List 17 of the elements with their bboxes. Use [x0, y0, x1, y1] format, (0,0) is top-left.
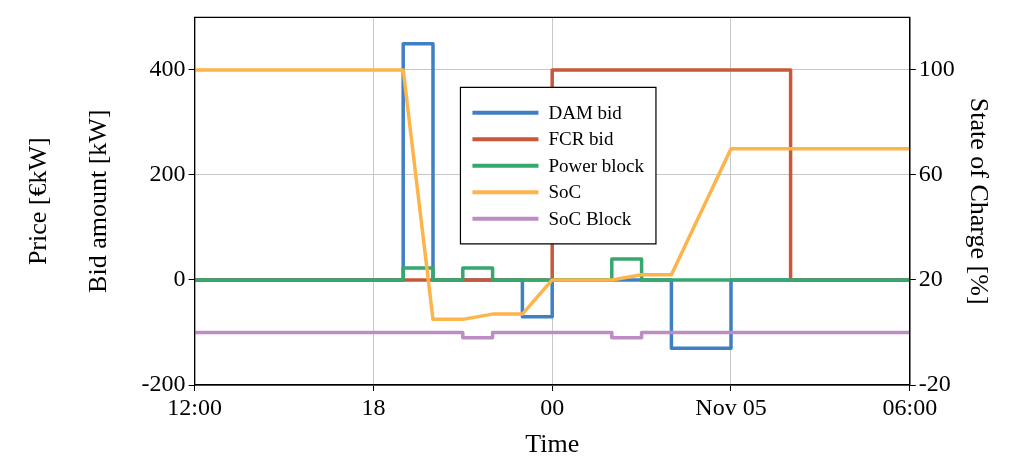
legend-label: DAM bid [548, 101, 623, 123]
legend-label: SoC Block [548, 207, 632, 229]
y2-tick-label: 20 [918, 265, 943, 292]
x-tick-label: 18 [361, 393, 386, 420]
legend-label: FCR bid [548, 128, 614, 150]
legend-label: SoC [548, 181, 582, 203]
x-tick-label: 00 [540, 393, 565, 420]
y-tick-label: 400 [149, 55, 186, 82]
legend-label: Power block [548, 154, 645, 176]
x-axis-title: Time [525, 429, 580, 459]
y2-tick-label: 100 [918, 55, 955, 82]
y2-axis-title: State of Charge [%] [964, 97, 994, 305]
y2-tick-label: 60 [918, 160, 943, 187]
y-tick-label: 0 [173, 265, 186, 292]
y-axis-title: Price [€kW] Bid amount [kW] [22, 109, 112, 293]
y-tick-label: 200 [149, 160, 186, 187]
x-tick-label: Nov 05 [695, 393, 767, 420]
